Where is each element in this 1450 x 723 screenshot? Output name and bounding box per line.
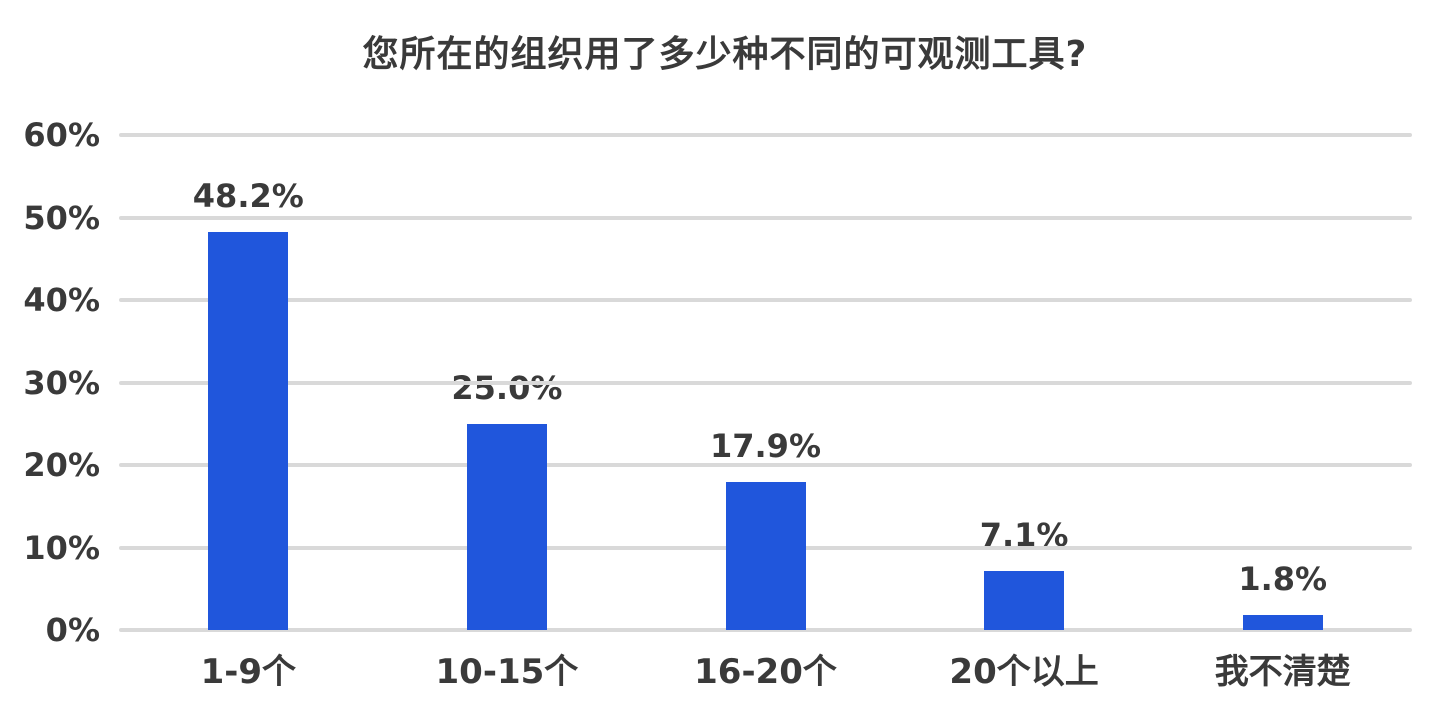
bar-16-20个 xyxy=(725,482,806,630)
y-axis-tick-label: 30% xyxy=(23,363,100,402)
x-axis-category-label: 16-20个 xyxy=(694,652,837,692)
bar-value-label: 17.9% xyxy=(709,427,821,466)
x-axis-category-label: 我不清楚 xyxy=(1214,652,1351,692)
x-axis-category-label: 1-9个 xyxy=(200,652,297,692)
gridline-40% xyxy=(119,298,1412,302)
chart-title: 您所在的组织用了多少种不同的可观测工具? xyxy=(362,34,1088,75)
bar-我不清楚 xyxy=(1242,615,1323,630)
gridline-0% xyxy=(119,628,1412,632)
y-axis-tick-label: 20% xyxy=(23,446,100,484)
x-axis-category-label: 10-15个 xyxy=(435,652,579,692)
bar-value-label: 1.8% xyxy=(1238,560,1328,599)
y-axis-tick-label: 50% xyxy=(23,198,100,237)
bar-20个以上 xyxy=(984,571,1065,630)
bar-value-label: 25.0% xyxy=(451,368,563,407)
gridline-20% xyxy=(119,463,1412,467)
x-axis-category-label: 20个以上 xyxy=(949,652,1099,692)
gridline-50% xyxy=(119,215,1412,220)
y-axis-tick-label: 0% xyxy=(45,611,100,649)
y-axis-tick-label: 40% xyxy=(23,281,100,319)
y-axis-tick-label: 10% xyxy=(23,528,100,567)
bar-value-label: 48.2% xyxy=(192,177,304,216)
y-axis-tick-label: 60% xyxy=(23,116,100,154)
bar-1-9个 xyxy=(208,232,289,630)
gridline-30% xyxy=(119,380,1412,385)
gridline-60% xyxy=(119,133,1412,137)
bar-10-15个 xyxy=(466,423,547,630)
